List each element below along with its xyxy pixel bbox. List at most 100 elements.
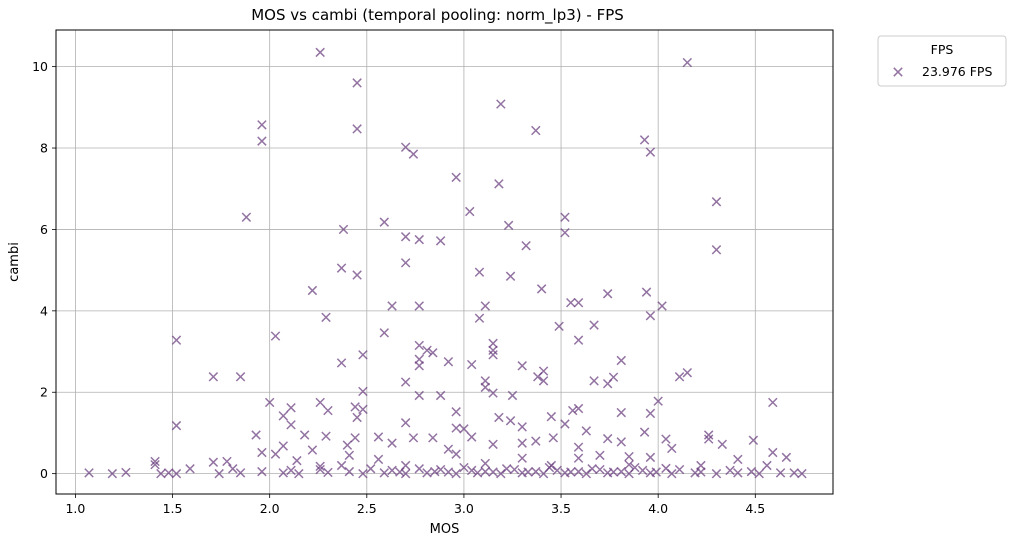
data-point: [257, 466, 267, 477]
data-point: [548, 433, 559, 443]
data-point: [286, 465, 296, 476]
data-point: [531, 436, 541, 446]
data-point: [533, 372, 543, 382]
data-point: [517, 438, 527, 448]
data-point: [595, 450, 605, 461]
data-point: [121, 467, 131, 478]
data-point: [278, 468, 289, 478]
data-point: [630, 462, 640, 473]
data-point: [573, 453, 584, 463]
x-tick-label: 4.5: [745, 501, 765, 516]
data-point: [400, 258, 411, 268]
data-point: [408, 149, 419, 159]
data-point: [315, 461, 325, 472]
data-point: [517, 361, 527, 371]
y-tick-label: 10: [32, 59, 48, 74]
data-point: [544, 462, 555, 473]
data-point: [171, 420, 182, 431]
data-point: [789, 468, 799, 478]
data-point: [703, 434, 714, 444]
data-point: [257, 447, 267, 458]
data-point: [350, 433, 360, 443]
data-point: [286, 420, 296, 430]
data-point: [645, 408, 656, 419]
data-point: [496, 99, 506, 109]
data-point: [667, 443, 677, 454]
data-point: [358, 468, 368, 479]
data-point: [379, 217, 390, 227]
data-point: [344, 466, 355, 477]
data-point: [307, 285, 318, 296]
data-point: [733, 468, 743, 478]
data-point: [451, 449, 461, 459]
data-point: [554, 321, 564, 332]
data-point: [400, 377, 411, 387]
data-point: [451, 468, 461, 479]
data-point: [466, 359, 477, 370]
data-point: [488, 467, 498, 477]
data-point: [395, 467, 405, 477]
data-point: [595, 464, 605, 475]
data-point: [163, 468, 174, 478]
data-point: [352, 124, 362, 134]
data-point: [503, 220, 514, 231]
data-point: [270, 449, 281, 459]
data-point: [235, 468, 246, 478]
data-point: [725, 465, 735, 476]
data-point: [488, 338, 498, 349]
y-tick-label: 8: [40, 141, 48, 156]
data-point: [488, 388, 498, 398]
data-point: [531, 125, 541, 136]
data-points: [84, 47, 807, 479]
data-point: [443, 356, 454, 367]
data-point: [466, 465, 477, 476]
y-axis-label: cambi: [7, 242, 22, 282]
data-point: [185, 464, 195, 474]
data-point: [373, 454, 384, 465]
x-tick-label: 4.0: [648, 501, 668, 516]
data-point: [494, 412, 504, 423]
data-point: [414, 234, 424, 245]
data-point: [560, 419, 570, 429]
data-point: [616, 355, 626, 366]
data-point: [657, 301, 667, 311]
data-point: [651, 467, 661, 477]
data-point: [566, 297, 576, 308]
data-point: [567, 405, 578, 416]
data-point: [682, 57, 693, 68]
x-tick-label: 2.5: [357, 501, 377, 516]
data-point: [422, 468, 432, 478]
x-tick-label: 3.0: [454, 501, 474, 516]
data-point: [414, 361, 424, 371]
data-point: [294, 468, 304, 479]
data-point: [781, 452, 792, 463]
data-point: [573, 297, 584, 308]
data-point: [315, 464, 325, 475]
y-tick-label: 4: [40, 303, 48, 318]
data-point: [573, 466, 584, 477]
x-tick-label: 3.5: [551, 501, 571, 516]
data-point: [222, 456, 232, 467]
data-point: [373, 432, 384, 442]
data-point: [505, 271, 516, 281]
data-point: [480, 458, 491, 469]
data-point: [466, 432, 477, 442]
data-point: [286, 402, 296, 413]
data-point: [414, 301, 424, 311]
chart-title: MOS vs cambi (temporal pooling: norm_lp3…: [251, 6, 624, 25]
legend-entry-label: 23.976 FPS: [922, 64, 992, 79]
legend: FPS 23.976 FPS: [877, 35, 1007, 87]
y-tick-label: 0: [40, 466, 48, 481]
data-point: [488, 345, 498, 356]
data-point: [645, 147, 656, 157]
data-point: [517, 422, 527, 432]
data-point: [472, 468, 483, 478]
data-point: [107, 468, 118, 479]
data-point: [538, 376, 549, 386]
data-point: [509, 464, 520, 475]
data-point: [589, 376, 599, 386]
data-point: [451, 407, 461, 417]
data-point: [602, 378, 613, 389]
data-point: [523, 467, 533, 477]
data-point: [338, 224, 349, 235]
